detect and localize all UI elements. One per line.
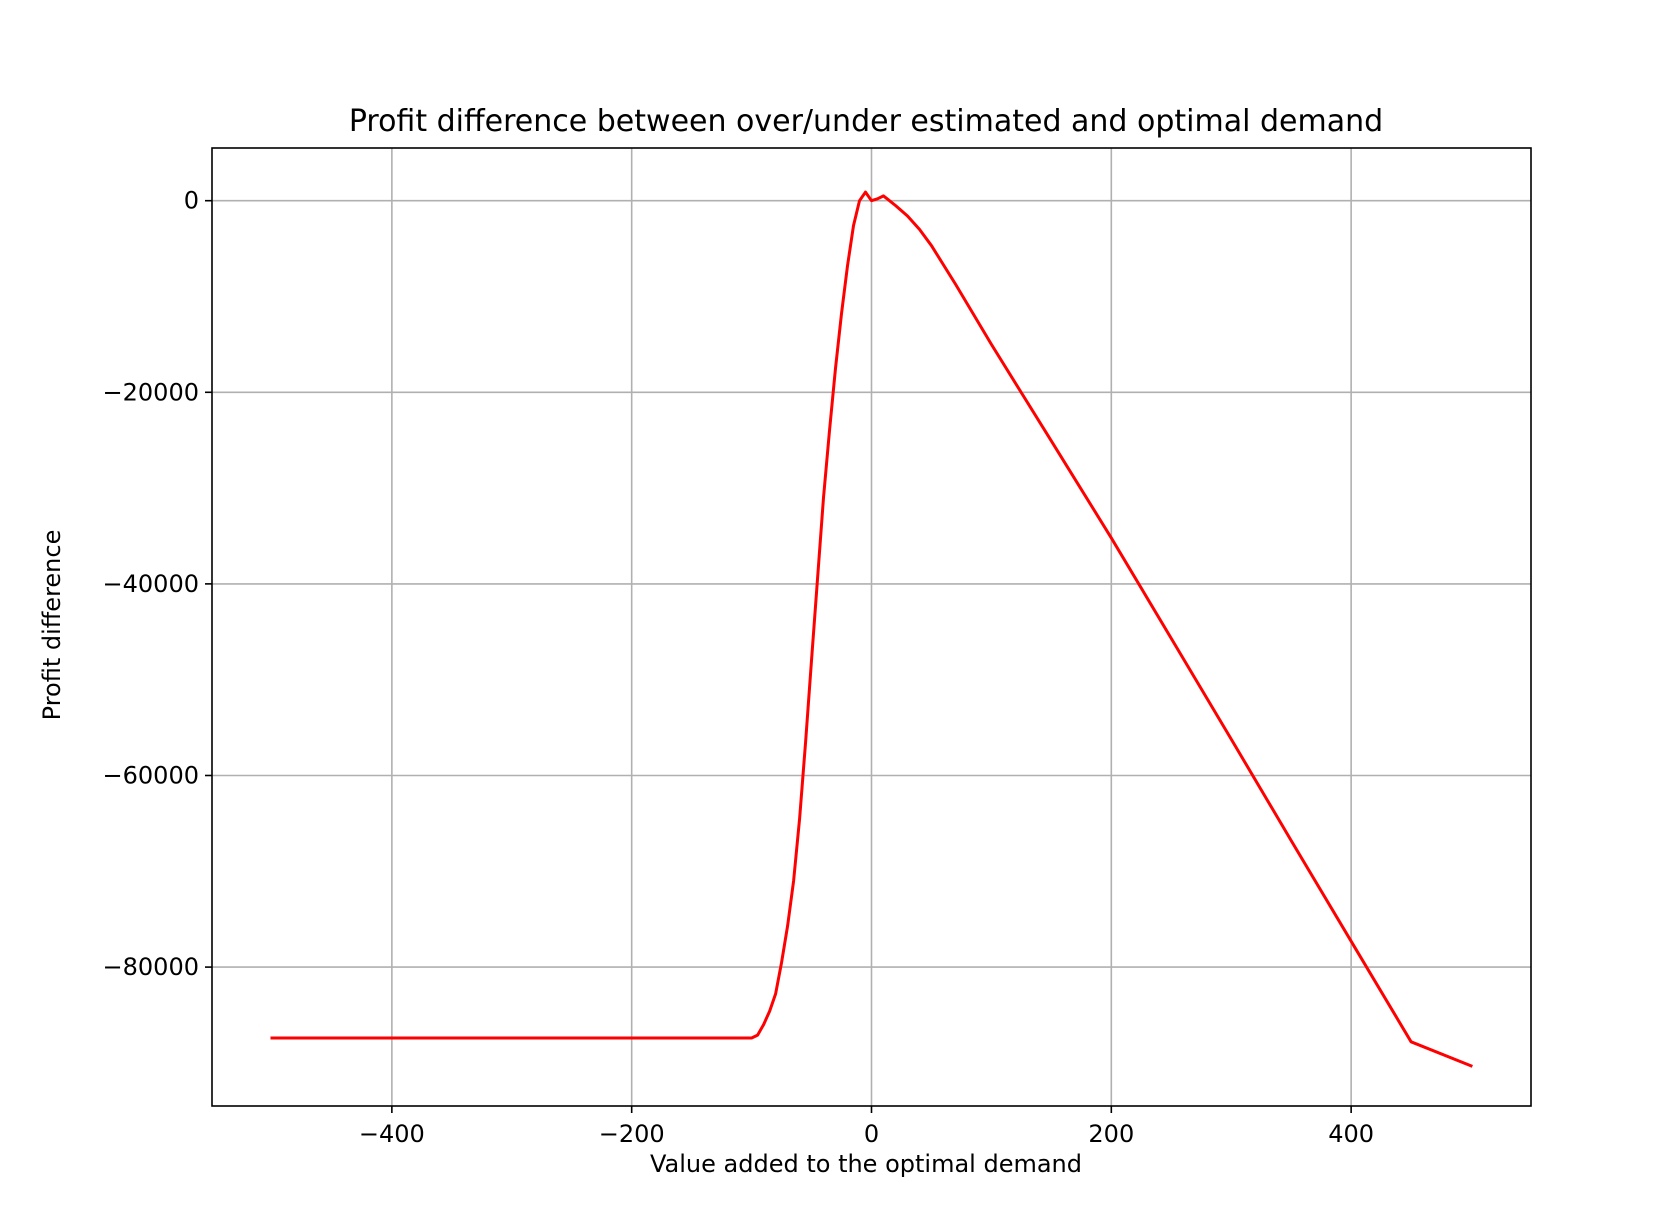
chart-title: Profit difference between over/under est… <box>349 104 1383 139</box>
x-axis-label: Value added to the optimal demand <box>650 1150 1082 1178</box>
y-tick-label: −80000 <box>103 953 199 981</box>
y-tick-label: −20000 <box>103 378 199 406</box>
y-axis-label: Profit difference <box>38 530 66 721</box>
series-line <box>270 190 1473 1068</box>
y-tick-label: −40000 <box>103 570 199 598</box>
x-tick-label: 200 <box>1088 1120 1134 1148</box>
x-tick-label: −200 <box>599 1120 665 1148</box>
axis-ticks: −400 −200 0 200 400 0 −20000 −40000 −60000 −80000 <box>103 187 1375 1148</box>
x-tick-label: 400 <box>1328 1120 1374 1148</box>
plot-lines <box>270 190 1473 1068</box>
y-tick-label: 0 <box>184 187 199 215</box>
x-tick-label: 0 <box>864 1120 879 1148</box>
y-tick-label: −60000 <box>103 761 199 789</box>
x-tick-label: −400 <box>359 1120 425 1148</box>
